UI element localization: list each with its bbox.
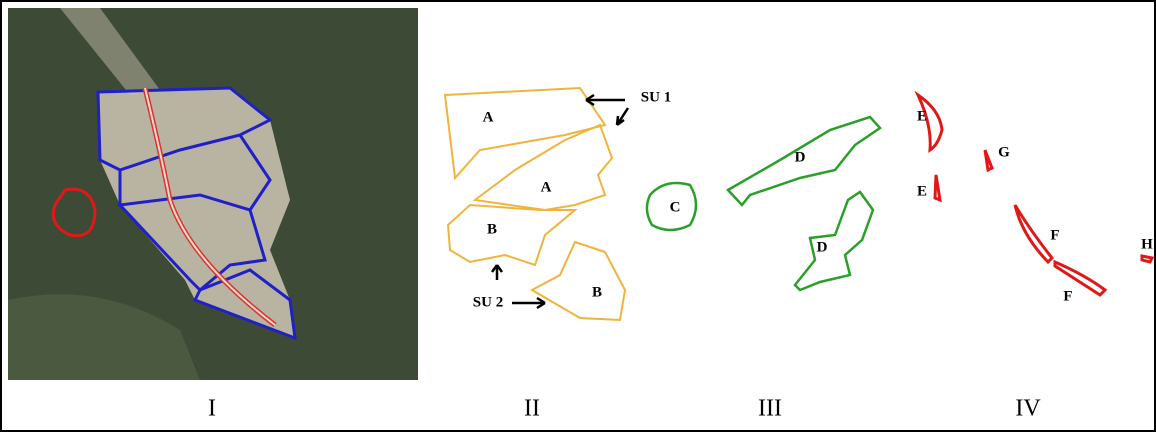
shape-label: A [541, 179, 552, 195]
panel-label: I [208, 396, 216, 422]
panel-3-shapes [645, 115, 882, 292]
shape-label: B [592, 284, 602, 300]
shape-label: D [817, 239, 828, 255]
panel-label: III [758, 396, 782, 422]
shape-label: H [1141, 236, 1153, 252]
panel-labels: I II III IV [208, 396, 1041, 422]
aerial-photo [8, 8, 418, 380]
panel-label: II [524, 396, 540, 422]
shape-label: F [1063, 288, 1072, 304]
panel-label: IV [1015, 396, 1041, 422]
shape-labels: A A B B SU 1 SU 2 C D D E E G F F H [473, 89, 1153, 310]
panel-2-shapes [443, 86, 630, 322]
shape-label: C [670, 199, 681, 215]
annotation: SU 2 [473, 294, 503, 310]
panel-4-shapes [914, 90, 1155, 297]
shape-label: G [998, 144, 1010, 160]
shape-label: E [917, 108, 927, 124]
shape-label: B [487, 221, 497, 237]
shape-label: D [795, 149, 806, 165]
shape-label: A [483, 109, 494, 125]
shape-label: E [917, 183, 927, 199]
shape-label: F [1050, 227, 1059, 243]
annotation: SU 1 [641, 89, 671, 105]
